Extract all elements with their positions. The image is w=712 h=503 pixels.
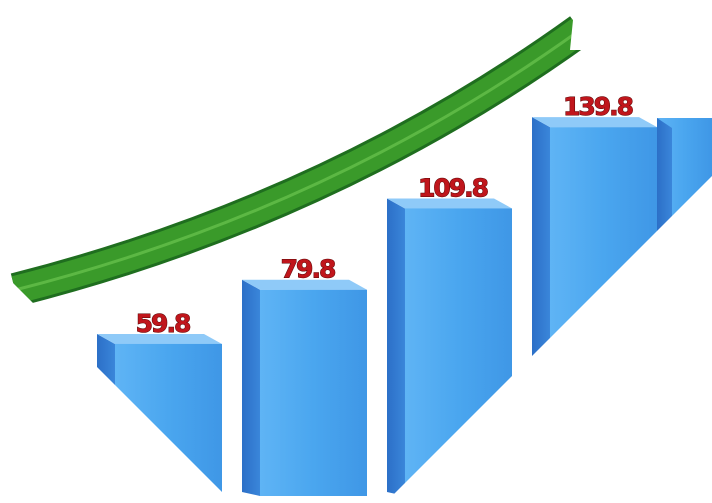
bar-side <box>242 279 260 496</box>
crop-mask <box>570 0 600 50</box>
bar-top <box>387 198 512 209</box>
bar-top <box>532 117 657 128</box>
bar-top <box>242 279 367 290</box>
partial-bar-side <box>657 118 672 240</box>
bar-group: 79.8 <box>242 254 367 496</box>
value-label: 139.8 <box>563 92 633 121</box>
crop-mask <box>385 176 712 503</box>
trend-highlight <box>14 28 581 292</box>
value-label: 59.8 <box>136 309 190 338</box>
bar-top <box>97 333 222 344</box>
crop-mask <box>560 0 712 115</box>
crop-mask <box>0 0 8 300</box>
bar-side <box>387 198 405 496</box>
value-label: 109.8 <box>418 173 488 202</box>
value-label: 79.8 <box>281 255 335 284</box>
bar <box>260 289 367 496</box>
crop-mask <box>0 270 233 503</box>
